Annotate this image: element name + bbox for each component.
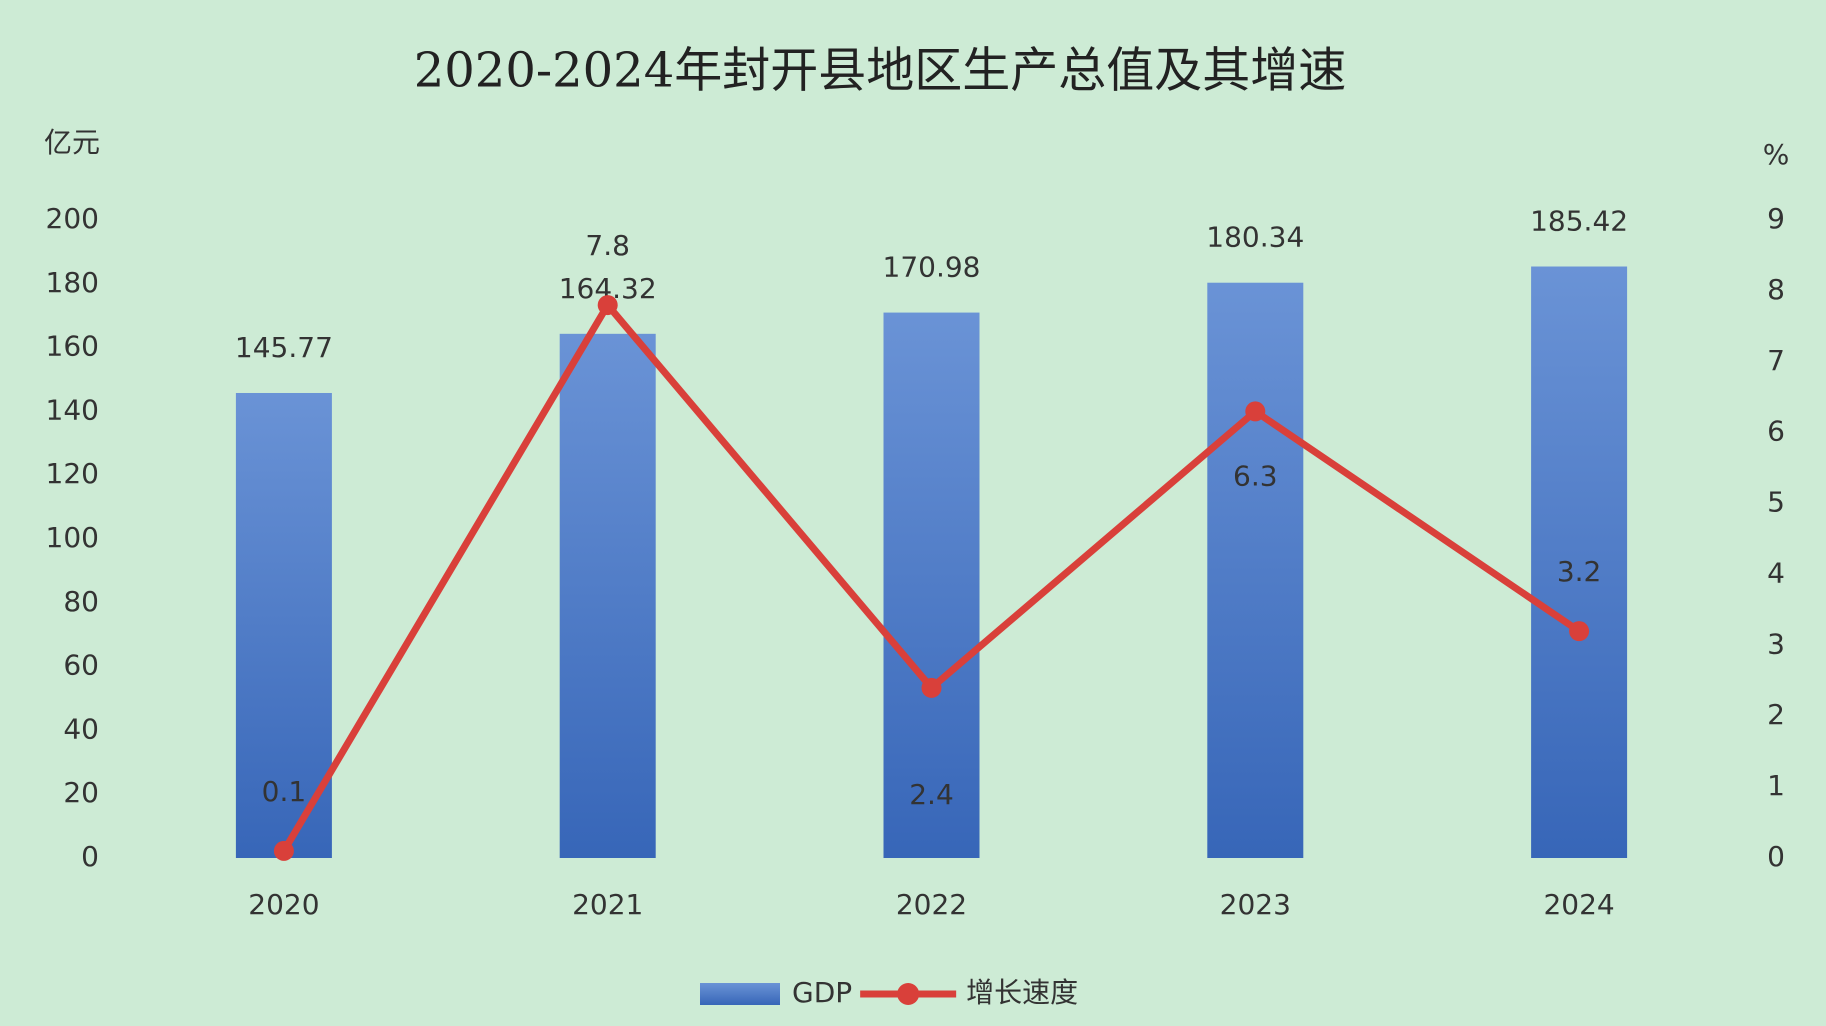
y2-tick-label: 9	[1767, 202, 1785, 235]
legend-marker	[897, 983, 920, 1005]
y-tick-label: 120	[46, 457, 99, 490]
y2-tick-label: 6	[1767, 415, 1785, 448]
bar	[235, 392, 332, 858]
x-tick-label: 2024	[1543, 888, 1614, 921]
y-axis-label: 亿元	[44, 126, 100, 159]
y-tick-label: 100	[46, 521, 99, 554]
line-point	[273, 840, 294, 861]
bar-value-label: 145.77	[235, 331, 333, 364]
y-tick-label: 40	[63, 712, 99, 745]
y-tick-label: 20	[63, 776, 99, 809]
bar	[883, 312, 980, 858]
chart-title: 2020-2024年封开县地区生产总值及其增速	[414, 43, 1347, 99]
legend-label: 增长速度	[966, 976, 1078, 1009]
line-value-label: 2.4	[909, 778, 954, 811]
legend-label: GDP	[792, 976, 852, 1009]
line-value-label: 6.3	[1233, 459, 1278, 492]
bar	[1531, 266, 1628, 858]
y2-axis-label: %	[1763, 138, 1790, 171]
y2-tick-label: 3	[1767, 627, 1785, 660]
y2-tick-label: 4	[1767, 556, 1785, 589]
bar-value-label: 170.98	[883, 251, 981, 284]
x-tick-label: 2022	[896, 888, 967, 921]
y-tick-label: 180	[46, 266, 99, 299]
line-point	[921, 677, 942, 698]
line-point	[597, 295, 618, 316]
bar	[1207, 282, 1304, 858]
y2-tick-label: 0	[1767, 840, 1785, 873]
x-tick-label: 2023	[1220, 888, 1291, 921]
bar	[559, 333, 656, 858]
legend-swatch	[700, 983, 780, 1005]
y-tick-label: 200	[46, 202, 99, 235]
line-point	[1245, 401, 1266, 422]
y2-tick-label: 1	[1767, 769, 1785, 802]
y2-tick-label: 8	[1767, 273, 1785, 306]
y-tick-label: 140	[46, 393, 99, 426]
x-tick-label: 2021	[572, 888, 643, 921]
x-tick-label: 2020	[248, 888, 319, 921]
bar-value-label: 185.42	[1530, 205, 1628, 238]
y-tick-label: 0	[81, 840, 99, 873]
line-value-label: 0.1	[262, 775, 307, 808]
bar-value-label: 180.34	[1206, 221, 1304, 254]
line-value-label: 7.8	[585, 229, 630, 262]
y-tick-label: 80	[63, 585, 99, 618]
y2-tick-label: 7	[1767, 344, 1785, 377]
line-point	[1569, 621, 1590, 642]
line-value-label: 3.2	[1557, 555, 1602, 588]
y-tick-label: 60	[63, 649, 99, 682]
y-tick-label: 160	[46, 330, 99, 363]
y2-tick-label: 2	[1767, 698, 1785, 731]
y2-tick-label: 5	[1767, 486, 1785, 519]
